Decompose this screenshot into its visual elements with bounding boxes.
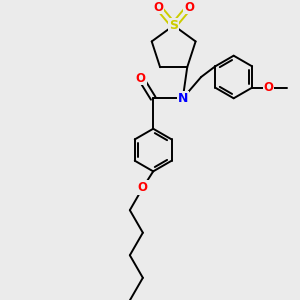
Text: S: S [169, 19, 178, 32]
Text: N: N [178, 92, 188, 105]
Text: O: O [263, 81, 273, 94]
Text: O: O [136, 72, 146, 85]
Text: O: O [184, 1, 194, 13]
Text: O: O [138, 181, 148, 194]
Text: O: O [153, 1, 163, 13]
